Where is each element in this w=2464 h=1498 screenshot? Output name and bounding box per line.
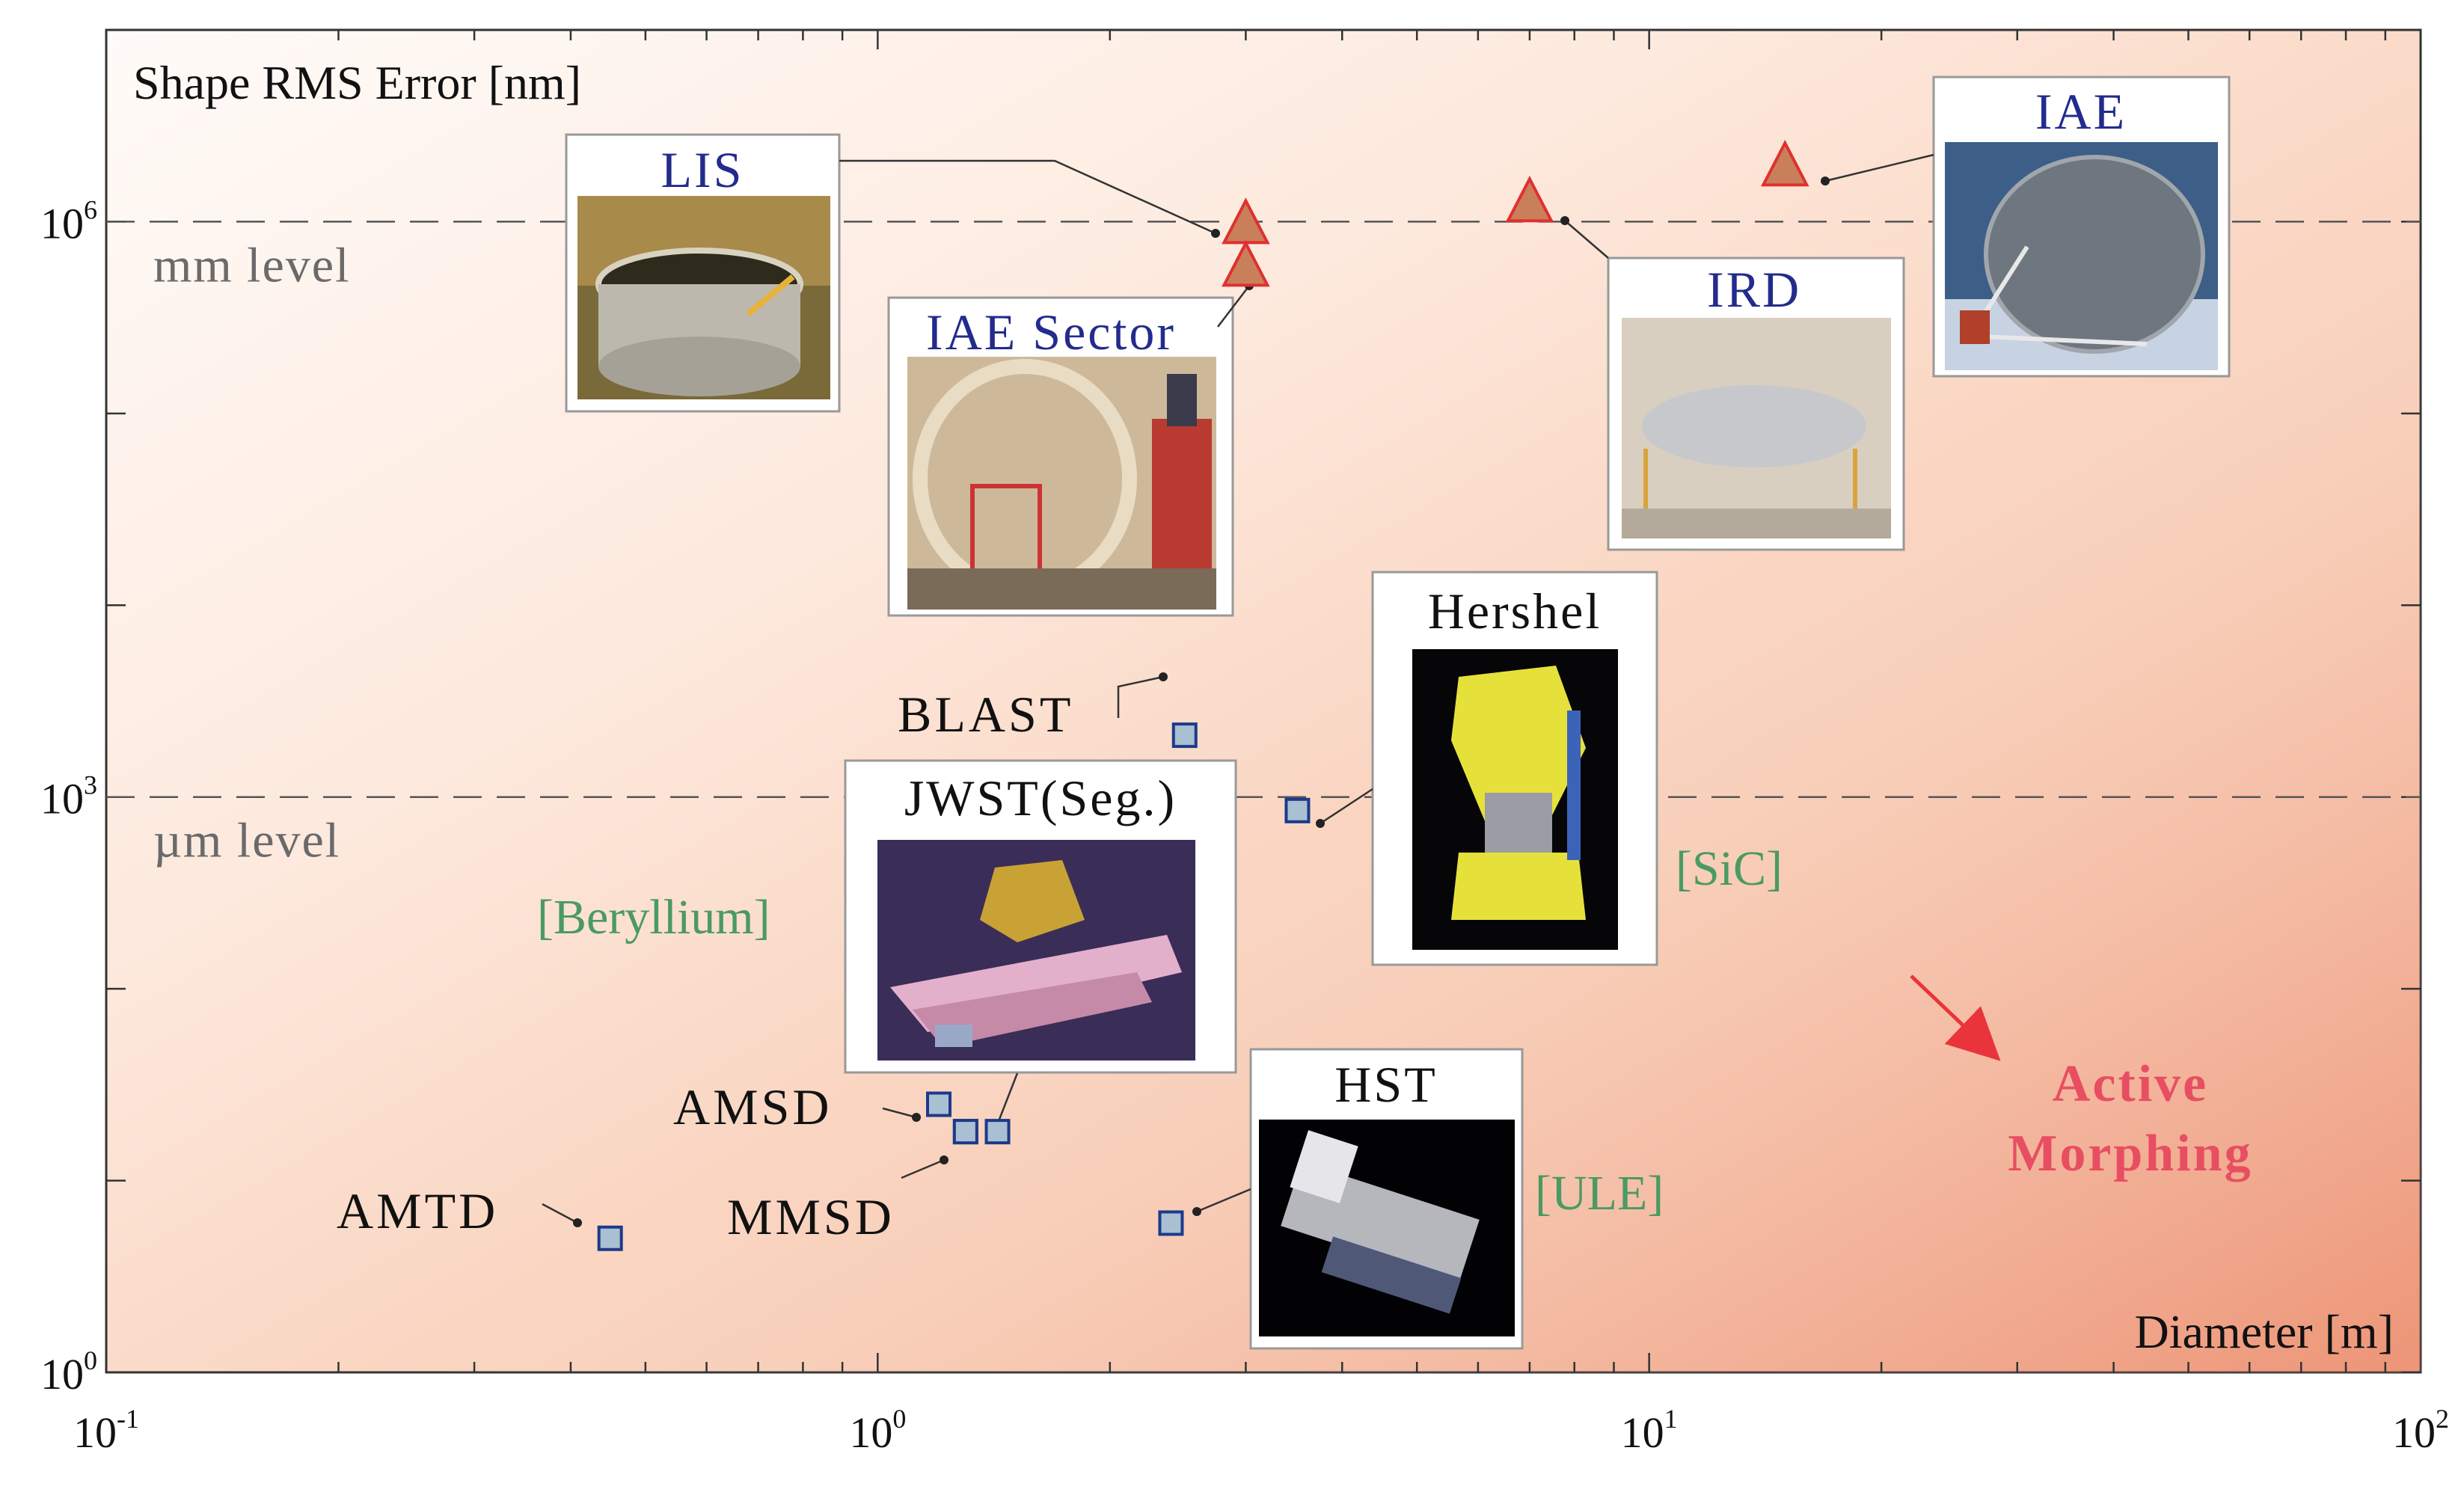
point-hershel-marker — [1284, 797, 1311, 823]
mmsd-label: MMSD — [727, 1188, 895, 1245]
beryllium-label: [Beryllium] — [537, 890, 770, 945]
iae-sector-card: IAE Sector — [887, 296, 1234, 617]
sic-label: [SiC] — [1676, 841, 1783, 896]
ird-card-title: IRD — [1707, 261, 1801, 318]
x-tick-label: 100 — [849, 1404, 906, 1457]
hershel-leader — [1320, 788, 1373, 825]
blast-label: BLAST — [898, 686, 1073, 743]
amsd-leader — [882, 1107, 917, 1119]
data-points — [597, 139, 1809, 1251]
iae-sector-photo — [907, 357, 1216, 610]
amtd-leader — [542, 1203, 578, 1224]
hershel-card: Hershel — [1371, 571, 1658, 966]
hershel-card-title: Hershel — [1428, 583, 1602, 639]
ird-card: IRD — [1607, 257, 1905, 551]
iae-sector-card-title: IAE Sector — [926, 304, 1176, 360]
active-morphing-arrow — [1910, 974, 2001, 1061]
hst-leader — [1196, 1188, 1251, 1213]
y-tick-label: 100 — [40, 1345, 97, 1399]
point-amsd-marker — [925, 1091, 951, 1117]
lis-card-title: LIS — [661, 141, 744, 198]
ule-label: [ULE] — [1535, 1166, 1664, 1221]
reference-line-label: mm level — [153, 238, 350, 292]
point-ird-marker — [1505, 175, 1554, 223]
amtd-label: AMTD — [337, 1182, 498, 1239]
amsd-label: AMSD — [673, 1078, 833, 1135]
lis-card: LIS — [565, 133, 841, 413]
point-mmsd-marker — [952, 1119, 978, 1145]
point-hst-marker — [1158, 1210, 1184, 1236]
y-tick-label: 103 — [40, 770, 97, 823]
reference-line-label: µm level — [153, 814, 340, 868]
jwst-card: JWST(Seg.) — [844, 759, 1237, 1074]
point-iae-sector-marker — [1222, 239, 1270, 287]
ird-leader — [1564, 220, 1609, 259]
lis-photo — [577, 196, 830, 399]
mmsd-leader — [901, 1158, 945, 1179]
lis-leader — [839, 159, 1216, 235]
iae-leader — [1824, 153, 1934, 182]
iae-card-title: IAE — [2035, 83, 2127, 140]
hst-photo — [1259, 1120, 1515, 1336]
y-tick-label: 106 — [40, 194, 97, 248]
active-morphing-line1: Active — [2053, 1055, 2208, 1113]
point-blast-marker — [1171, 722, 1198, 749]
x-axis-ticks: 10-1 100 101 102 — [73, 1404, 2449, 1457]
active-morphing-line2: Morphing — [2008, 1125, 2252, 1182]
x-tick-label: 102 — [2392, 1404, 2449, 1457]
y-axis-title: Shape RMS Error [nm] — [133, 56, 581, 109]
ird-photo — [1622, 318, 1891, 538]
hst-card-title: HST — [1334, 1056, 1437, 1113]
active-morphing-annotation: Active Morphing — [1910, 974, 2252, 1182]
x-tick-label: 10-1 — [73, 1404, 139, 1457]
hershel-photo — [1412, 649, 1618, 950]
point-iae-marker — [1760, 139, 1809, 187]
y-axis-ticks: 100 103 106 — [40, 194, 97, 1399]
point-jwst-seg-marker — [984, 1119, 1011, 1145]
hst-card: HST — [1249, 1048, 1524, 1350]
x-tick-label: 101 — [1621, 1404, 1678, 1457]
blast-leader — [1117, 675, 1164, 718]
jwst-card-title: JWST(Seg.) — [904, 770, 1177, 826]
jwst-photo — [877, 840, 1195, 1060]
leader-lines — [542, 153, 1934, 1224]
iae-photo — [1945, 142, 2218, 370]
point-amtd-marker — [597, 1225, 623, 1251]
iae-sector-leader — [1217, 285, 1250, 328]
x-axis-title: Diameter [m] — [2135, 1305, 2394, 1358]
iae-card: IAE — [1932, 76, 2231, 378]
